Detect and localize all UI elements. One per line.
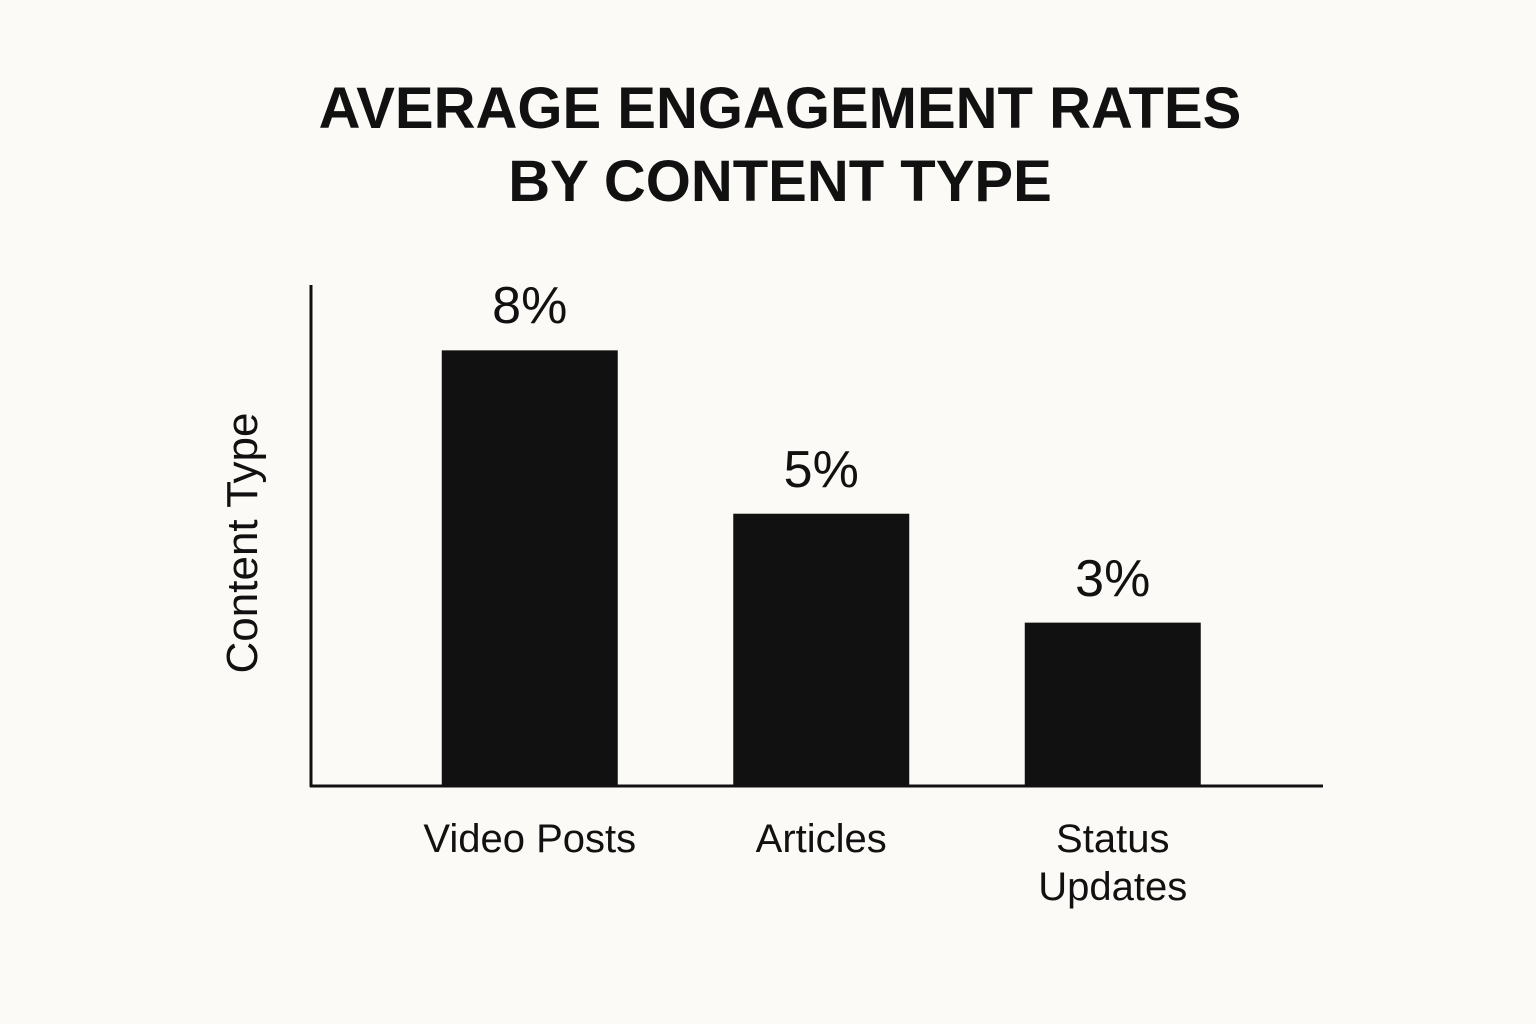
x-tick-label: Status Updates (1038, 817, 1188, 909)
chart-title: AVERAGE ENGAGEMENT RATES BY CONTENT TYPE (318, 76, 1242, 214)
value-label: 5% (783, 440, 859, 499)
x-tick-label: Articles (755, 817, 887, 861)
bar (441, 350, 618, 786)
value-label: 3% (1075, 549, 1151, 608)
bar (733, 513, 910, 786)
x-tick-label: Video Posts (423, 817, 637, 861)
y-axis-label: Content Type (218, 412, 267, 674)
value-label: 8% (492, 277, 568, 336)
bar (1024, 622, 1201, 786)
